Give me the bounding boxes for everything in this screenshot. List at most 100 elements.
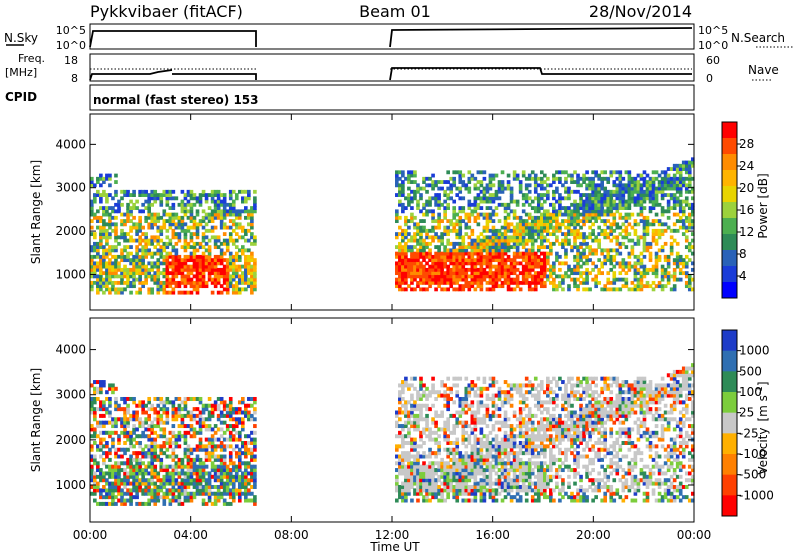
- heatmap-cell: [222, 222, 227, 227]
- heatmap-cell: [404, 261, 408, 266]
- heatmap-cell: [219, 420, 224, 425]
- heatmap-cell: [186, 245, 191, 250]
- heatmap-cell: [546, 196, 550, 201]
- heatmap-cell: [512, 212, 517, 217]
- heatmap-cell: [123, 424, 127, 429]
- heatmap-cell: [159, 427, 164, 432]
- heatmap-cell: [93, 264, 97, 269]
- heatmap-cell: [216, 413, 221, 418]
- heatmap-cell: [241, 474, 245, 479]
- heatmap-cell: [573, 284, 577, 289]
- heatmap-cell: [449, 189, 453, 194]
- heatmap-cell: [90, 471, 94, 476]
- heatmap-cell: [663, 254, 668, 259]
- heatmap-cell: [111, 501, 115, 506]
- heatmap-cell: [627, 215, 632, 220]
- heatmap-cell: [639, 206, 644, 210]
- heatmap-cell: [102, 189, 106, 194]
- heatmap-cell: [165, 267, 170, 272]
- heatmap-cell: [564, 219, 568, 224]
- heatmap-cell: [195, 447, 200, 452]
- heatmap-cell: [398, 271, 402, 276]
- heatmap-cell: [488, 238, 493, 243]
- heatmap-cell: [564, 238, 568, 243]
- heatmap-cell: [99, 420, 103, 425]
- heatmap-cell: [576, 287, 580, 292]
- heatmap-cell: [162, 495, 167, 500]
- heatmap-cell: [479, 189, 484, 194]
- heatmap-cell: [419, 407, 423, 412]
- heatmap-cell: [549, 280, 553, 285]
- heatmap-cell: [552, 189, 556, 194]
- heatmap-cell: [159, 451, 164, 456]
- heatmap-cell: [153, 491, 158, 496]
- heatmap-cell: [114, 495, 118, 500]
- heatmap-cell: [527, 264, 532, 269]
- heatmap-cell: [506, 284, 511, 289]
- heatmap-cell: [416, 484, 420, 489]
- heatmap-cell: [543, 271, 547, 276]
- heatmap-cell: [120, 491, 124, 496]
- heatmap-cell: [552, 196, 556, 201]
- heatmap-cell: [627, 251, 632, 256]
- heatmap-cell: [539, 186, 544, 191]
- heatmap-cell: [567, 225, 571, 230]
- heatmap-cell: [518, 180, 523, 184]
- heatmap-cell: [437, 199, 441, 204]
- heatmap-cell: [228, 254, 233, 259]
- heatmap-cell: [458, 267, 463, 272]
- heatmap-cell: [225, 471, 230, 476]
- heatmap-cell: [533, 183, 538, 188]
- heatmap-cell: [407, 176, 411, 181]
- heatmap-cell: [645, 248, 650, 253]
- heatmap-cell: [434, 183, 438, 188]
- heatmap-cell: [570, 180, 574, 184]
- heatmap-cell: [413, 180, 417, 184]
- heatmap-cell: [573, 277, 577, 282]
- heatmap-cell: [618, 196, 623, 201]
- heatmap-cell: [210, 440, 215, 445]
- heatmap-cell: [165, 474, 170, 479]
- heatmap-cell: [633, 199, 638, 204]
- heatmap-cell: [422, 241, 426, 246]
- heatmap-cell: [171, 457, 176, 462]
- heatmap-cell: [425, 434, 429, 439]
- heatmap-cell: [93, 427, 97, 432]
- heatmap-cell: [129, 501, 133, 506]
- heatmap-cell: [126, 284, 130, 289]
- heatmap-cell: [651, 202, 656, 207]
- heatmap-cell: [174, 410, 179, 415]
- heatmap-cell: [582, 176, 586, 181]
- heatmap-cell: [485, 189, 490, 194]
- heatmap-cell: [455, 258, 460, 263]
- heatmap-cell: [253, 209, 257, 214]
- heatmap-cell: [123, 254, 127, 259]
- heatmap-cell: [404, 484, 408, 489]
- heatmap-cell: [549, 225, 553, 230]
- heatmap-cell: [213, 280, 218, 285]
- heatmap-cell: [452, 206, 457, 210]
- heatmap-cell: [247, 464, 251, 469]
- heatmap-cell: [183, 424, 188, 429]
- heatmap-cell: [228, 481, 233, 486]
- heatmap-cell: [425, 498, 429, 503]
- heatmap-cell: [585, 261, 589, 266]
- heatmap-cell: [180, 206, 185, 210]
- heatmap-cell: [512, 245, 517, 250]
- heatmap-cell: [90, 180, 94, 184]
- heatmap-cell: [201, 235, 206, 240]
- heatmap-cell: [428, 209, 432, 214]
- heatmap-cell: [546, 238, 550, 243]
- velocity-heatmap: [90, 363, 695, 506]
- heatmap-cell: [198, 481, 203, 486]
- heatmap-cell: [247, 403, 251, 408]
- heatmap-cell: [210, 413, 215, 418]
- heatmap-cell: [639, 280, 644, 285]
- heatmap-cell: [129, 212, 133, 217]
- heatmap-cell: [138, 241, 142, 246]
- heatmap-cell: [663, 173, 668, 178]
- heatmap-cell: [171, 474, 176, 479]
- heatmap-cell: [672, 267, 677, 272]
- heatmap-cell: [93, 183, 97, 188]
